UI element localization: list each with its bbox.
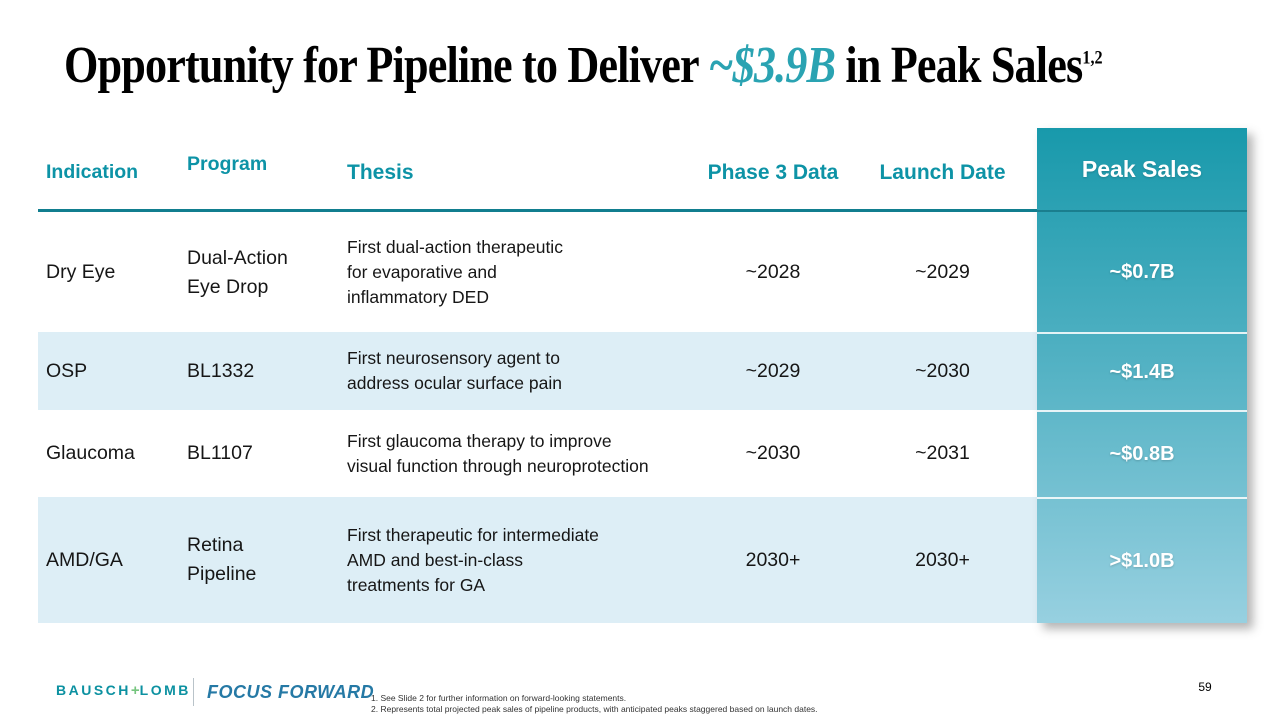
footer-divider	[193, 678, 194, 706]
cell-thesis: First dual-action therapeutic for evapor…	[347, 237, 563, 307]
peak-sales-column: Peak Sales ~$0.7B ~$1.4B ~$0.8B >$1.0B	[1037, 128, 1247, 623]
footnote: 1. See Slide 2 for further information o…	[371, 693, 627, 703]
peak-sales-value: >$1.0B	[1037, 497, 1247, 623]
cell-launch-date: 2030+	[915, 548, 970, 571]
cell-program: Retina Pipeline	[187, 534, 257, 585]
table-row: Dry Eye Dual-Action Eye Drop First dual-…	[38, 213, 1037, 332]
column-header-indication: Indication	[46, 161, 139, 183]
footnote: 2. Represents total projected peak sales…	[371, 703, 818, 714]
cell-launch-date: ~2031	[915, 442, 970, 464]
cell-phase3-data: ~2029	[745, 359, 801, 382]
bausch-lomb-logo: BAUSCH+LOMB	[56, 682, 191, 699]
peak-sales-value: ~$0.7B	[1037, 210, 1247, 332]
row-shade-band	[38, 497, 1037, 623]
title-footnote-marker: 1,2	[1082, 47, 1103, 69]
cell-thesis: First neurosensory agent to address ocul…	[347, 348, 562, 393]
cell-program: BL1107	[187, 442, 253, 464]
focus-forward-logo: FOCUS FORWARD	[207, 682, 375, 702]
cell-thesis: First therapeutic for intermediate AMD a…	[347, 524, 599, 595]
cell-thesis: First glaucoma therapy to improve visual…	[347, 430, 649, 476]
cell-launch-date: ~2030	[915, 359, 970, 382]
column-header-phase3-data: Phase 3 Data	[707, 160, 839, 184]
cell-phase3-data: ~2028	[745, 261, 801, 283]
table-row: AMD/GA Retina Pipeline First therapeutic…	[38, 497, 1037, 623]
header-underline	[38, 209, 1037, 212]
column-header-launch-date: Launch Date	[879, 160, 1006, 184]
table-row: OSP BL1332 First neurosensory agent to a…	[38, 332, 1037, 410]
column-header-program: Program	[187, 153, 268, 175]
title-highlight-value: ~$3.9B	[708, 37, 836, 94]
table-row: Glaucoma BL1107 First glaucoma therapy t…	[38, 410, 1037, 497]
title-prefix: Opportunity for Pipeline to Deliver	[64, 37, 709, 94]
cell-indication: Dry Eye	[46, 261, 116, 283]
cell-launch-date: ~2029	[915, 261, 970, 283]
cell-program: Dual-Action Eye Drop	[187, 246, 288, 298]
row-shade-band	[38, 332, 1037, 410]
peak-sales-value: ~$0.8B	[1037, 410, 1247, 497]
page-title: Opportunity for Pipeline to Deliver ~$3.…	[64, 36, 1103, 95]
title-suffix: in Peak Sales	[835, 37, 1083, 94]
cell-indication: Glaucoma	[46, 442, 135, 464]
cell-indication: AMD/GA	[46, 548, 123, 571]
footnotes: 1. See Slide 2 for further information o…	[371, 693, 818, 714]
cell-phase3-data: 2030+	[745, 548, 801, 571]
cell-indication: OSP	[46, 359, 88, 382]
cell-program: BL1332	[187, 359, 255, 382]
column-header-peak-sales: Peak Sales	[1081, 155, 1203, 182]
table-header-row: Indication Program Thesis Phase 3 Data L…	[38, 145, 1037, 200]
peak-sales-value: ~$1.4B	[1037, 332, 1247, 410]
column-header-thesis: Thesis	[347, 161, 414, 184]
page-number: 59	[1198, 680, 1212, 694]
cell-phase3-data: ~2030	[745, 442, 801, 464]
plus-cross-icon: +	[130, 682, 140, 699]
